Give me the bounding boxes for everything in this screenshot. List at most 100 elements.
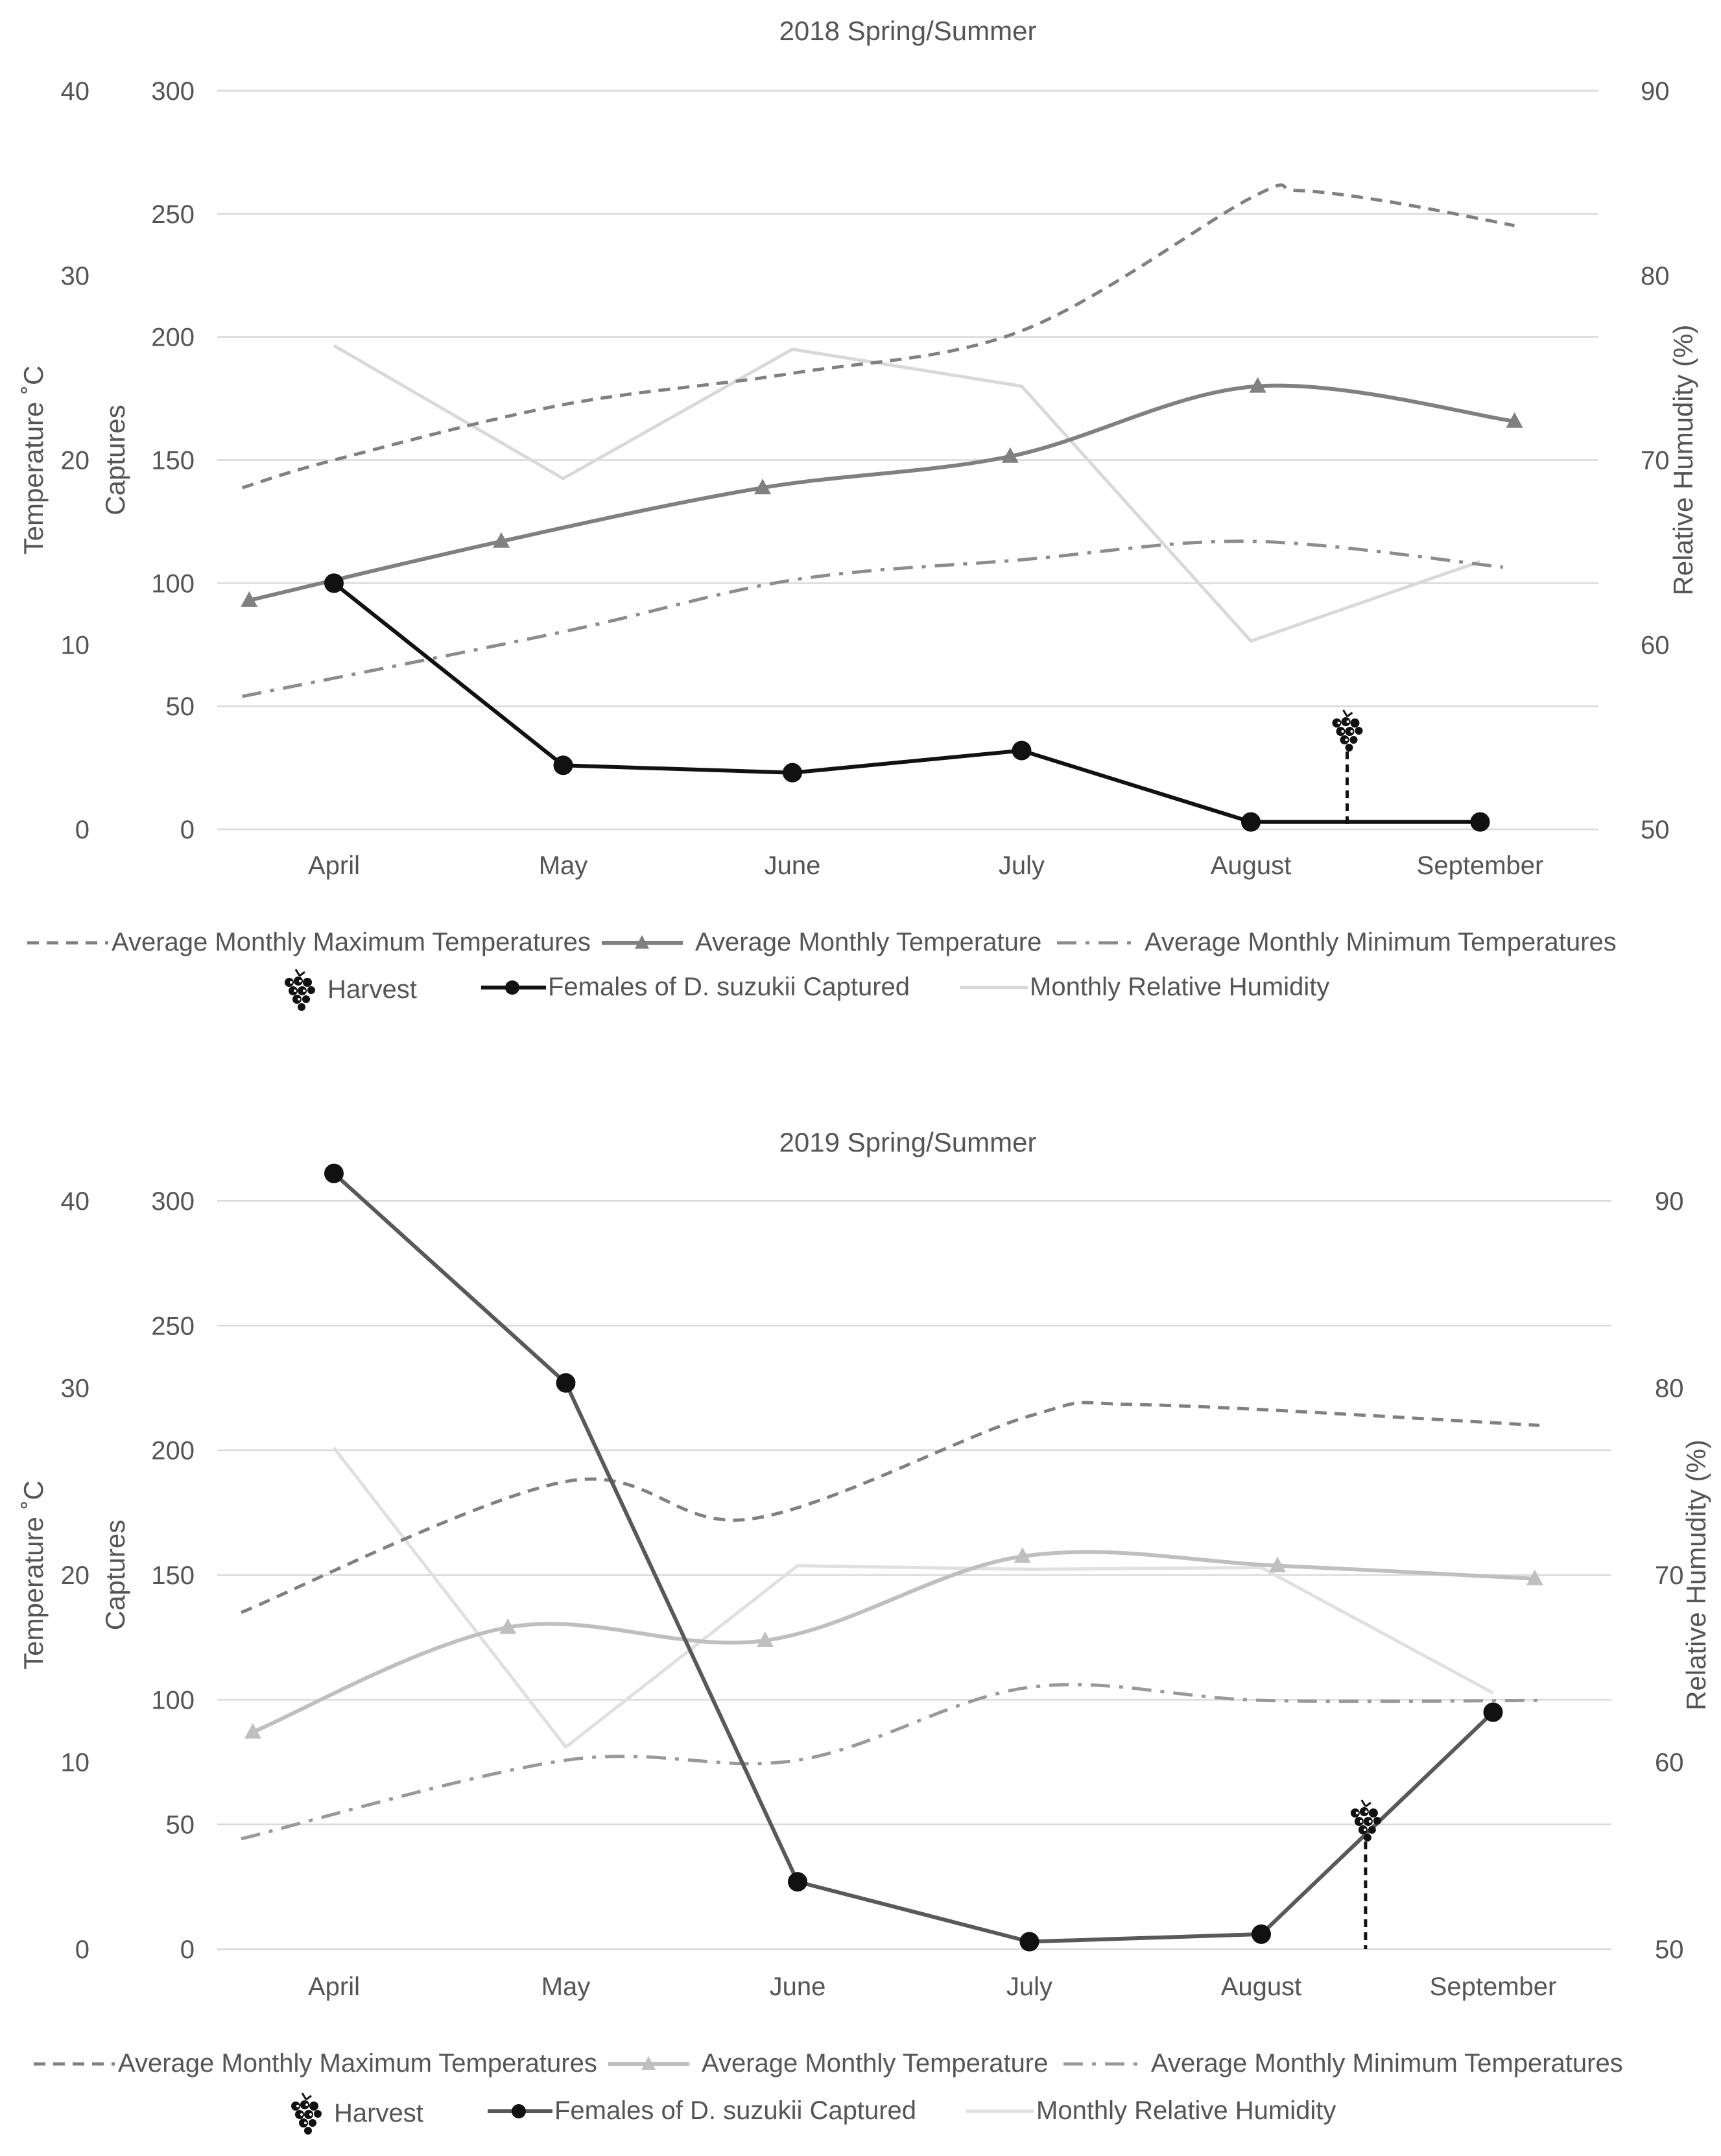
captures-tick-label: 100 [151,1686,195,1714]
data-point-triangle [499,1618,517,1634]
x-tick-label: April [308,851,360,880]
captures-axis-label: Captures [100,1520,130,1630]
humidity-axis-label: Relative Humudity (%) [1681,1439,1711,1711]
temperature-tick-label: 30 [61,262,90,290]
x-tick-label: May [539,851,588,880]
data-point-triangle [1506,412,1523,428]
captures-tick-label: 250 [151,1312,195,1340]
data-point [1470,812,1490,832]
humidity-tick-label: 80 [1655,1375,1684,1403]
legend-label: Average Monthly Temperature [702,2049,1048,2078]
temperature-tick-label: 0 [75,1936,89,1964]
legend-label: Females of D. suzukii Captured [554,2096,916,2125]
legend-label: Average Monthly Minimum Temperatures [1145,928,1617,956]
humidity-tick-label: 60 [1655,1749,1684,1777]
chart-2019: 2019 Spring/Summer 0 50 100 150 200 250 300 0 10 2… [18,1127,1711,2136]
captures-tick-label: 300 [151,77,195,106]
series-line [333,581,1480,824]
legend-label: Monthly Relative Humidity [1036,2096,1336,2125]
humidity-tick-label: 50 [1641,816,1670,844]
legend-dot [512,2104,526,2118]
data-point [324,1163,344,1183]
harvest-grapes-icon [1349,1799,1383,1843]
legend-label: Harvest [334,2099,423,2127]
data-point [556,1373,576,1393]
captures-tick-label: 0 [180,1936,195,1964]
temperature-tick-label: 10 [61,631,90,659]
x-tick-label: July [1006,1972,1052,2001]
data-point-triangle [754,479,772,495]
x-tick-label: August [1221,1972,1302,2001]
data-point-triangle [1526,1569,1543,1585]
humidity-tick-label: 60 [1641,631,1670,659]
captures-tick-label: 50 [166,1811,195,1840]
x-tick-label: April [308,1972,360,2001]
legend-triangle [641,2056,656,2070]
captures-tick-label: 150 [151,447,195,475]
captures-tick-label: 150 [151,1561,195,1590]
legend: Average Monthly Maximum Temperatures Aver… [34,2049,1623,2136]
humidity-axis-label: Relative Humudity (%) [1668,325,1698,596]
legend-label: Average Monthly Maximum Temperatures [118,2049,597,2078]
data-point-triangle [756,1631,774,1647]
data-point-triangle [241,591,258,607]
captures-tick-label: 250 [151,200,195,229]
data-point [1012,740,1032,761]
data-point-triangle [493,532,510,548]
humidity-tick-label: 90 [1641,77,1670,106]
data-point [1019,1932,1039,1952]
chart-title: 2018 Spring/Summer [779,16,1037,46]
temperature-tick-label: 20 [61,1561,90,1590]
x-tick-label: September [1417,851,1544,880]
captures-axis-label: Captures [100,405,130,515]
captures-tick-label: 300 [151,1187,195,1216]
data-point-triangle [1014,1547,1031,1563]
temperature-axis-label: Temperature ˚C [18,366,49,555]
series-line [241,1401,1540,1615]
series-line [333,1447,1494,1749]
legend-grapes-icon [283,968,316,1012]
chart-2018: 2018 Spring/Summer 0 50 100 150 200 250 300 0 10 2… [18,16,1698,1012]
temperature-tick-label: 0 [75,816,89,844]
data-point [1483,1702,1503,1722]
data-point-triangle [1269,1556,1287,1572]
x-tick-label: September [1430,1972,1557,2001]
legend-label: Harvest [327,975,417,1004]
captures-tick-label: 50 [166,693,195,721]
chart-title: 2019 Spring/Summer [779,1127,1037,1157]
data-point-triangle [244,1723,261,1739]
temperature-tick-label: 40 [61,1187,90,1216]
legend-label: Average Monthly Minimum Temperatures [1151,2049,1623,2078]
temperature-tick-label: 40 [61,77,90,106]
data-point [783,763,802,783]
humidity-tick-label: 70 [1655,1561,1684,1590]
x-tick-label: June [770,1972,826,2001]
data-point [324,573,344,593]
series-line [241,183,1515,490]
x-tick-label: July [999,851,1045,880]
legend-dot [505,980,519,995]
legend-label: Average Monthly Maximum Temperatures [112,928,591,956]
legend-label: Monthly Relative Humidity [1030,973,1329,1001]
humidity-tick-label: 50 [1655,1936,1684,1964]
data-point [1241,812,1261,832]
humidity-tick-label: 80 [1641,262,1670,290]
legend-label: Females of D. suzukii Captured [548,973,910,1001]
legend-label: Average Monthly Temperature [695,928,1041,956]
harvest-grapes-icon [1331,709,1364,753]
series-line [241,1683,1540,1841]
temperature-axis-label: Temperature ˚C [18,1480,49,1670]
captures-tick-label: 0 [180,816,195,844]
series-line [248,383,1515,602]
captures-tick-label: 100 [151,569,195,598]
humidity-tick-label: 90 [1655,1187,1684,1216]
x-tick-label: August [1211,851,1292,880]
legend-triangle [635,935,649,949]
series-line [332,1172,1495,1944]
data-point-triangle [1249,377,1266,393]
data-point [788,1872,807,1892]
series-line [252,1550,1535,1735]
data-point-triangle [1001,447,1019,463]
x-tick-label: June [765,851,821,880]
